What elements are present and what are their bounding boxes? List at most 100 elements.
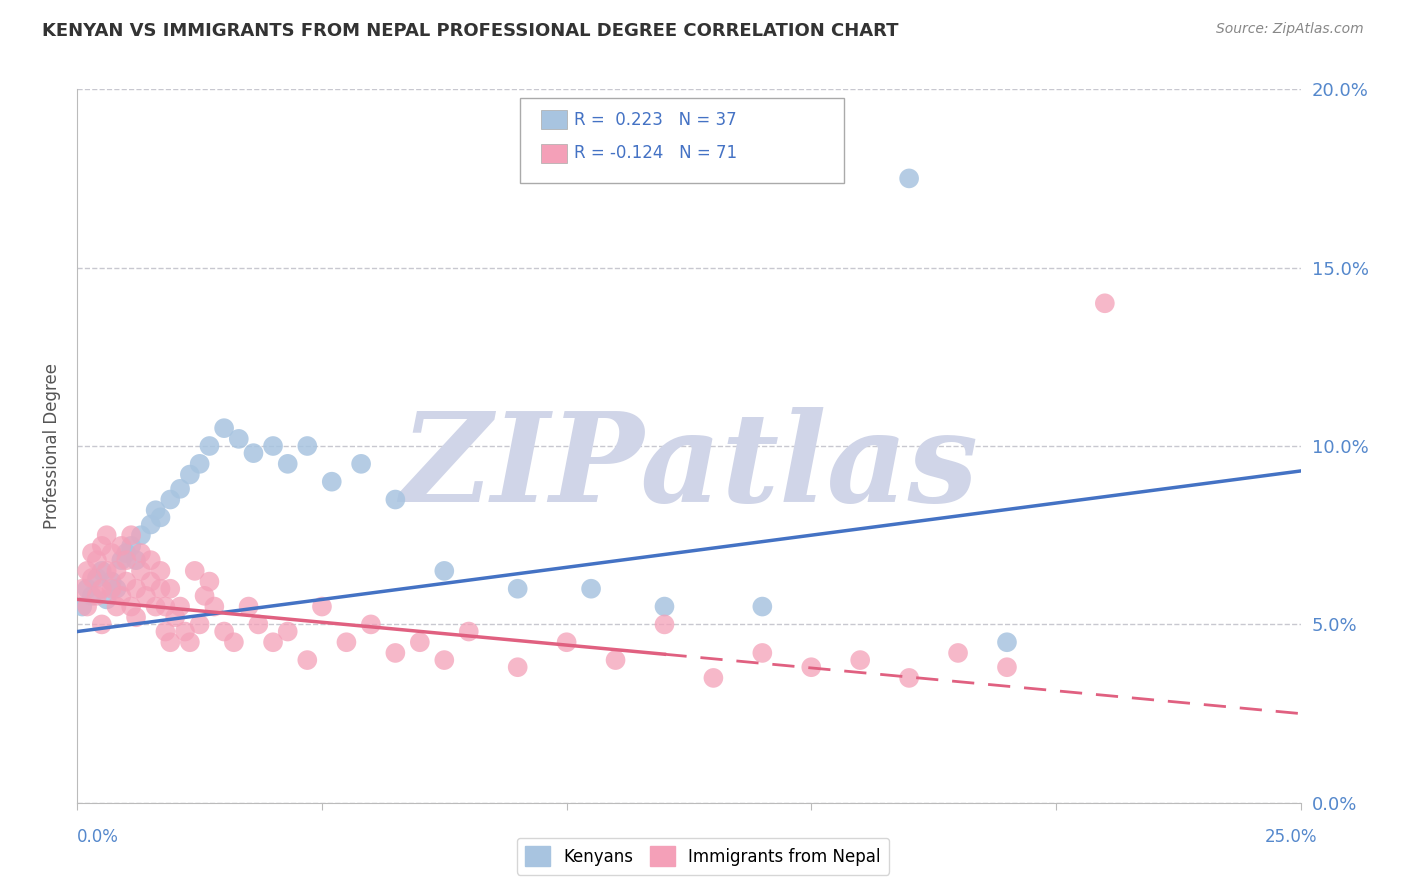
Point	[198, 574, 221, 589]
Point	[159, 635, 181, 649]
Point	[139, 553, 162, 567]
Point	[335, 635, 357, 649]
Point	[105, 599, 128, 614]
Text: 25.0%: 25.0%	[1265, 828, 1317, 846]
Text: KENYAN VS IMMIGRANTS FROM NEPAL PROFESSIONAL DEGREE CORRELATION CHART: KENYAN VS IMMIGRANTS FROM NEPAL PROFESSI…	[42, 22, 898, 40]
Point	[115, 574, 138, 589]
Point	[605, 653, 627, 667]
Point	[125, 553, 148, 567]
Point	[149, 564, 172, 578]
Point	[228, 432, 250, 446]
Point	[995, 660, 1018, 674]
Point	[184, 564, 207, 578]
Point	[898, 671, 921, 685]
Point	[149, 582, 172, 596]
Point	[506, 660, 529, 674]
Point	[145, 503, 167, 517]
Point	[110, 539, 132, 553]
Point	[120, 539, 142, 553]
Point	[751, 599, 773, 614]
Point	[135, 589, 157, 603]
Point	[1094, 296, 1116, 310]
Point	[946, 646, 969, 660]
Point	[86, 553, 108, 567]
Point	[297, 439, 319, 453]
Point	[96, 564, 118, 578]
Point	[277, 624, 299, 639]
Point	[139, 574, 162, 589]
Point	[90, 539, 112, 553]
Point	[129, 546, 152, 560]
Point	[80, 546, 103, 560]
Point	[212, 624, 235, 639]
Point	[179, 467, 201, 482]
Point	[159, 582, 181, 596]
Point	[433, 653, 456, 667]
Point	[105, 582, 128, 596]
Point	[115, 553, 138, 567]
Point	[76, 564, 98, 578]
Point	[139, 517, 162, 532]
Point	[90, 564, 112, 578]
Point	[212, 421, 235, 435]
Point	[555, 635, 578, 649]
Point	[384, 646, 406, 660]
Point	[898, 171, 921, 186]
Point	[70, 582, 93, 596]
Point	[159, 492, 181, 507]
Text: ZIPatlas: ZIPatlas	[399, 407, 979, 528]
Point	[242, 446, 264, 460]
Point	[105, 564, 128, 578]
Point	[80, 589, 103, 603]
Point	[70, 599, 93, 614]
Point	[654, 599, 676, 614]
Point	[262, 635, 284, 649]
Point	[222, 635, 245, 649]
Point	[457, 624, 479, 639]
Text: R =  0.223   N = 37: R = 0.223 N = 37	[574, 111, 737, 128]
Point	[238, 599, 260, 614]
Point	[321, 475, 343, 489]
Point	[995, 635, 1018, 649]
Point	[751, 646, 773, 660]
Point	[165, 610, 187, 624]
Point	[96, 528, 118, 542]
Point	[179, 635, 201, 649]
Point	[155, 624, 177, 639]
Point	[277, 457, 299, 471]
Point	[100, 546, 122, 560]
Point	[145, 599, 167, 614]
Point	[433, 564, 456, 578]
Point	[100, 582, 122, 596]
Point	[188, 617, 211, 632]
Point	[86, 571, 108, 585]
Point	[169, 599, 191, 614]
Point	[86, 589, 108, 603]
Point	[110, 553, 132, 567]
Legend: Kenyans, Immigrants from Nepal: Kenyans, Immigrants from Nepal	[517, 838, 889, 875]
Point	[90, 582, 112, 596]
Point	[155, 599, 177, 614]
Point	[202, 599, 225, 614]
Point	[409, 635, 432, 649]
Point	[506, 582, 529, 596]
Y-axis label: Professional Degree: Professional Degree	[44, 363, 62, 529]
Text: R = -0.124   N = 71: R = -0.124 N = 71	[574, 145, 737, 162]
Point	[193, 589, 215, 603]
Point	[100, 574, 122, 589]
Point	[350, 457, 373, 471]
Point	[174, 624, 197, 639]
Point	[120, 599, 142, 614]
Point	[262, 439, 284, 453]
Point	[120, 528, 142, 542]
Point	[297, 653, 319, 667]
Point	[360, 617, 382, 632]
Point	[188, 457, 211, 471]
Point	[110, 589, 132, 603]
Point	[800, 660, 823, 674]
Point	[76, 582, 98, 596]
Point	[579, 582, 602, 596]
Point	[129, 528, 152, 542]
Point	[654, 617, 676, 632]
Point	[125, 582, 148, 596]
